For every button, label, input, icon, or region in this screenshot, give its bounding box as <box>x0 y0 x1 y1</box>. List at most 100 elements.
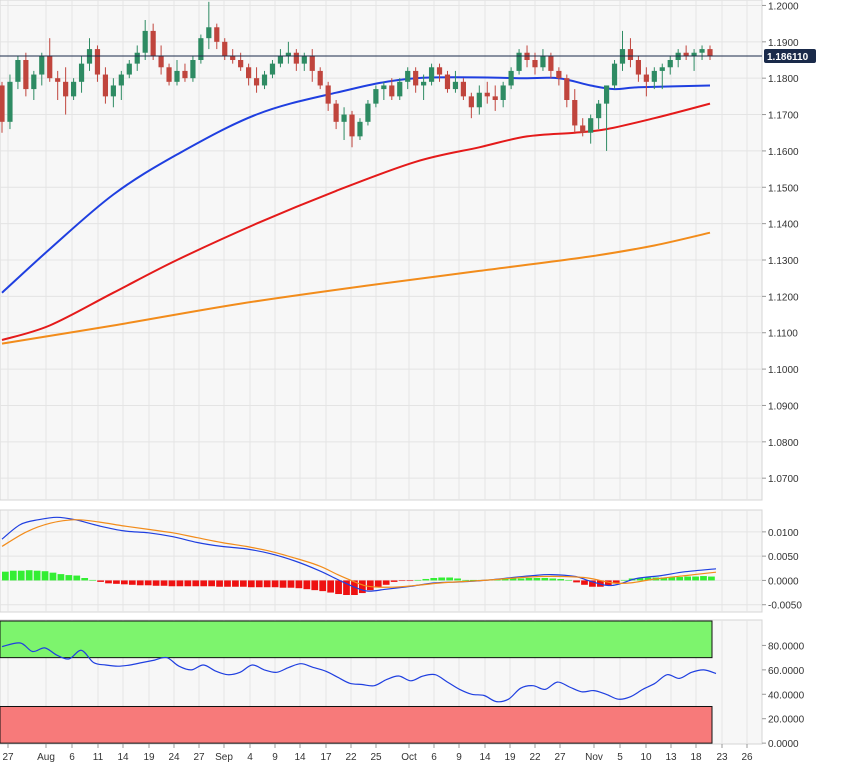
candle-body <box>0 85 5 122</box>
price-axis-tick-label: 1.1400 <box>768 220 799 231</box>
candle-body <box>643 74 649 82</box>
macd-histogram-bar <box>105 580 112 584</box>
pane-frame-macd <box>0 509 763 613</box>
candle <box>47 38 53 82</box>
x-axis-tick-label: Sep <box>215 752 233 763</box>
candle <box>651 67 657 90</box>
candle <box>389 78 395 100</box>
candle-body <box>174 70 180 82</box>
candle <box>365 100 371 126</box>
candle <box>214 23 220 50</box>
macd-histogram-bar <box>525 578 533 581</box>
candle <box>246 63 252 86</box>
x-axis-tick-label: 14 <box>294 752 306 763</box>
macd-histogram-bar <box>382 580 390 585</box>
candle <box>158 45 164 75</box>
rsi-axis-tick-label: 0.0000 <box>768 739 799 750</box>
candle <box>341 107 347 140</box>
price-axis-tick-label: 1.0900 <box>768 401 799 412</box>
candle-body <box>94 49 101 75</box>
candle-body <box>55 78 61 82</box>
candle <box>198 34 204 64</box>
price-axis-tick-label: 1.1300 <box>768 256 799 267</box>
macd-histogram-bar <box>462 579 469 581</box>
candle <box>174 60 180 86</box>
candle-body <box>261 74 268 86</box>
macd-histogram-bar <box>343 580 350 595</box>
price-axis-tick-label: 1.1800 <box>768 74 799 85</box>
candle <box>611 60 618 90</box>
macd-histogram-bar <box>398 580 406 582</box>
candle <box>102 67 109 104</box>
candle <box>421 74 427 100</box>
macd-histogram-bar <box>406 580 414 582</box>
candle <box>253 67 260 93</box>
candle <box>564 74 570 108</box>
candle <box>55 70 61 100</box>
candle <box>516 49 522 75</box>
candle-body <box>564 78 570 100</box>
candle-body <box>405 70 411 82</box>
candle-body <box>63 81 69 97</box>
candle-body <box>206 27 212 39</box>
last-price-tag: 1.186110 <box>764 48 816 63</box>
macd-histogram-bar <box>303 580 311 590</box>
candle-body <box>659 67 665 71</box>
candle-body <box>667 60 673 68</box>
macd-histogram-bar <box>152 580 160 586</box>
macd-histogram-bar <box>335 580 342 595</box>
candle-body <box>707 49 713 56</box>
macd-histogram-bar <box>454 578 461 581</box>
candle-body <box>603 85 610 104</box>
macd-histogram-bar <box>192 580 200 587</box>
macd-histogram-bar <box>644 577 652 581</box>
macd-histogram-bar <box>287 580 295 588</box>
candle-body <box>389 85 395 97</box>
candle-body <box>588 118 594 133</box>
macd-histogram-bar <box>636 578 644 581</box>
candle-body <box>110 85 116 97</box>
macd-histogram-bar <box>541 578 549 581</box>
candle-body <box>365 103 371 122</box>
x-axis-tick-label: 14 <box>117 752 129 763</box>
candle <box>269 60 276 79</box>
macd-histogram-bar <box>557 578 565 581</box>
x-axis-tick-label: 10 <box>640 752 652 763</box>
candle-body <box>134 52 140 64</box>
macd-histogram-bar <box>168 580 176 587</box>
x-axis-tick-label: 14 <box>479 752 491 763</box>
candle-body <box>198 38 204 60</box>
candle <box>7 74 13 130</box>
candle-body <box>142 30 148 53</box>
candle-body <box>596 103 602 119</box>
macd-histogram-bar <box>184 580 192 587</box>
macd-histogram-bar <box>216 580 223 587</box>
candle-body <box>190 60 196 79</box>
candle <box>413 67 419 93</box>
macd-histogram-bar <box>208 580 215 587</box>
macd-axis-tick-label: 0.0050 <box>768 552 799 563</box>
candle-body <box>357 121 363 137</box>
x-axis-tick-label: Oct <box>401 752 417 763</box>
candle-body <box>158 56 164 68</box>
macd-histogram-bar <box>17 570 25 581</box>
candle-body <box>349 114 355 137</box>
candle-body <box>460 81 466 97</box>
candle <box>580 118 586 137</box>
candle <box>261 70 268 90</box>
x-axis-tick-label: 5 <box>617 752 623 763</box>
macd-histogram-bar <box>414 579 422 581</box>
candle-body <box>516 52 522 71</box>
price-ma-line-2 <box>1 231 711 345</box>
candle-body <box>413 70 419 86</box>
candle <box>333 100 339 130</box>
macd-histogram-bar <box>121 580 128 585</box>
candle-body <box>222 41 228 57</box>
macd-histogram-group <box>2 570 715 595</box>
candle <box>381 81 387 100</box>
x-axis-tick-label: 4 <box>247 752 253 763</box>
candle <box>500 81 506 108</box>
candle <box>126 60 132 79</box>
rsi-axis-tick-label: 80.0000 <box>768 641 805 652</box>
candle <box>15 56 21 90</box>
